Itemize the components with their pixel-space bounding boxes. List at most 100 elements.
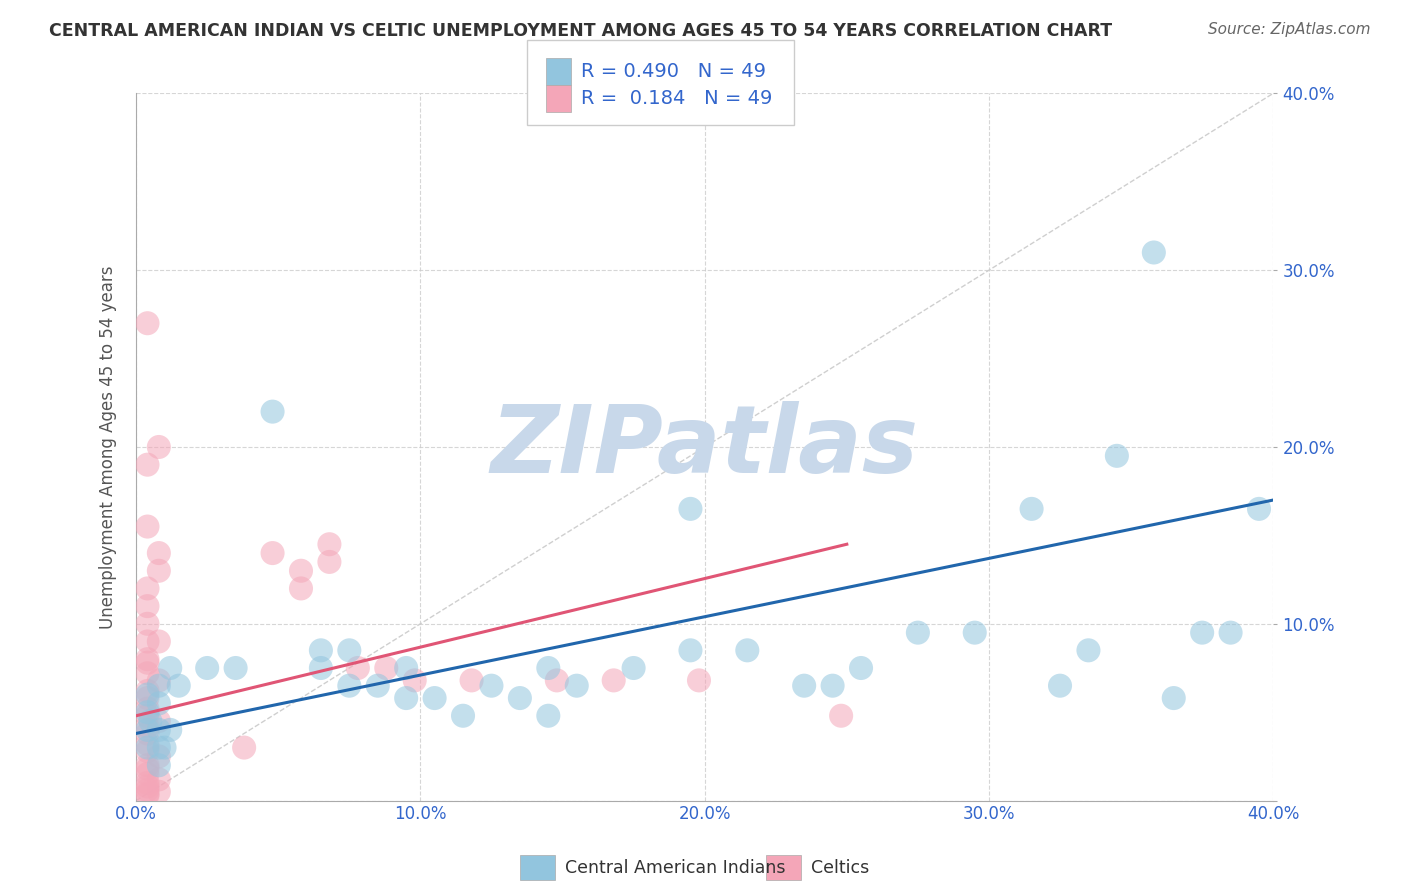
Point (907, 625, 929, 640)
Point (1077, 643, 1099, 657)
Point (167, 679, 190, 693)
Point (159, 723, 181, 737)
Point (148, 740, 170, 755)
Point (159, 661, 181, 675)
Point (148, 440, 170, 454)
Point (337, 643, 360, 657)
Point (290, 564, 312, 578)
Text: R = 0.490   N = 49: R = 0.490 N = 49 (581, 62, 766, 81)
Point (623, 661, 645, 675)
Text: ZIPatlas: ZIPatlas (491, 401, 918, 493)
Point (136, 688, 159, 702)
Point (404, 673, 426, 688)
Point (136, 726, 159, 740)
Point (136, 783, 159, 797)
Point (451, 708, 474, 723)
Point (136, 616, 159, 631)
Point (423, 691, 446, 706)
Point (136, 758, 159, 772)
Point (1049, 679, 1071, 693)
Text: CENTRAL AMERICAN INDIAN VS CELTIC UNEMPLOYMENT AMONG AGES 45 TO 54 YEARS CORRELA: CENTRAL AMERICAN INDIAN VS CELTIC UNEMPL… (49, 22, 1112, 40)
Point (136, 744, 159, 758)
Point (1191, 625, 1213, 640)
Point (963, 625, 986, 640)
Point (309, 661, 332, 675)
Point (136, 719, 159, 733)
Point (509, 691, 531, 706)
Point (395, 691, 418, 706)
Point (136, 582, 159, 596)
Point (148, 679, 170, 693)
Point (367, 679, 389, 693)
Point (136, 316, 159, 330)
Text: R =  0.184   N = 49: R = 0.184 N = 49 (581, 88, 772, 108)
Point (148, 772, 170, 787)
Point (1143, 245, 1166, 260)
Point (1247, 501, 1270, 516)
Point (136, 780, 159, 794)
Point (793, 679, 815, 693)
Point (679, 643, 702, 657)
Point (136, 691, 159, 706)
Point (153, 740, 176, 755)
Point (136, 740, 159, 755)
Text: Source: ZipAtlas.com: Source: ZipAtlas.com (1208, 22, 1371, 37)
Point (148, 723, 170, 737)
Point (1021, 501, 1043, 516)
Point (148, 697, 170, 711)
Point (225, 661, 247, 675)
Point (537, 661, 560, 675)
Point (136, 767, 159, 781)
Point (136, 737, 159, 751)
Point (375, 661, 398, 675)
Point (262, 546, 284, 560)
Point (537, 708, 560, 723)
Point (679, 501, 702, 516)
Point (136, 789, 159, 803)
Point (148, 758, 170, 772)
Point (136, 684, 159, 698)
Point (136, 599, 159, 614)
Point (148, 749, 170, 764)
Point (148, 634, 170, 648)
Point (347, 661, 370, 675)
Point (233, 740, 256, 755)
Point (136, 656, 159, 670)
Point (1219, 625, 1241, 640)
Point (148, 546, 170, 560)
Point (318, 537, 340, 551)
Point (309, 643, 332, 657)
Point (136, 787, 159, 801)
Point (148, 564, 170, 578)
Point (148, 785, 170, 799)
Point (136, 666, 159, 681)
Point (136, 708, 159, 723)
Point (849, 661, 872, 675)
Text: Central American Indians: Central American Indians (565, 859, 786, 877)
Point (136, 701, 159, 715)
Point (136, 458, 159, 472)
Point (136, 776, 159, 790)
Point (337, 679, 360, 693)
Point (136, 652, 159, 666)
Point (460, 673, 482, 688)
Point (602, 673, 624, 688)
Point (139, 714, 162, 728)
Point (136, 762, 159, 776)
Point (481, 679, 503, 693)
Point (1105, 449, 1128, 463)
Point (688, 673, 710, 688)
Point (830, 708, 852, 723)
Point (148, 714, 170, 728)
Y-axis label: Unemployment Among Ages 45 to 54 years: Unemployment Among Ages 45 to 54 years (100, 265, 117, 629)
Point (195, 661, 218, 675)
Point (821, 679, 844, 693)
Point (290, 582, 312, 596)
Point (262, 404, 284, 418)
Point (318, 555, 340, 569)
Point (395, 661, 418, 675)
Point (136, 519, 159, 533)
Point (546, 673, 568, 688)
Point (1163, 691, 1185, 706)
Point (136, 634, 159, 648)
